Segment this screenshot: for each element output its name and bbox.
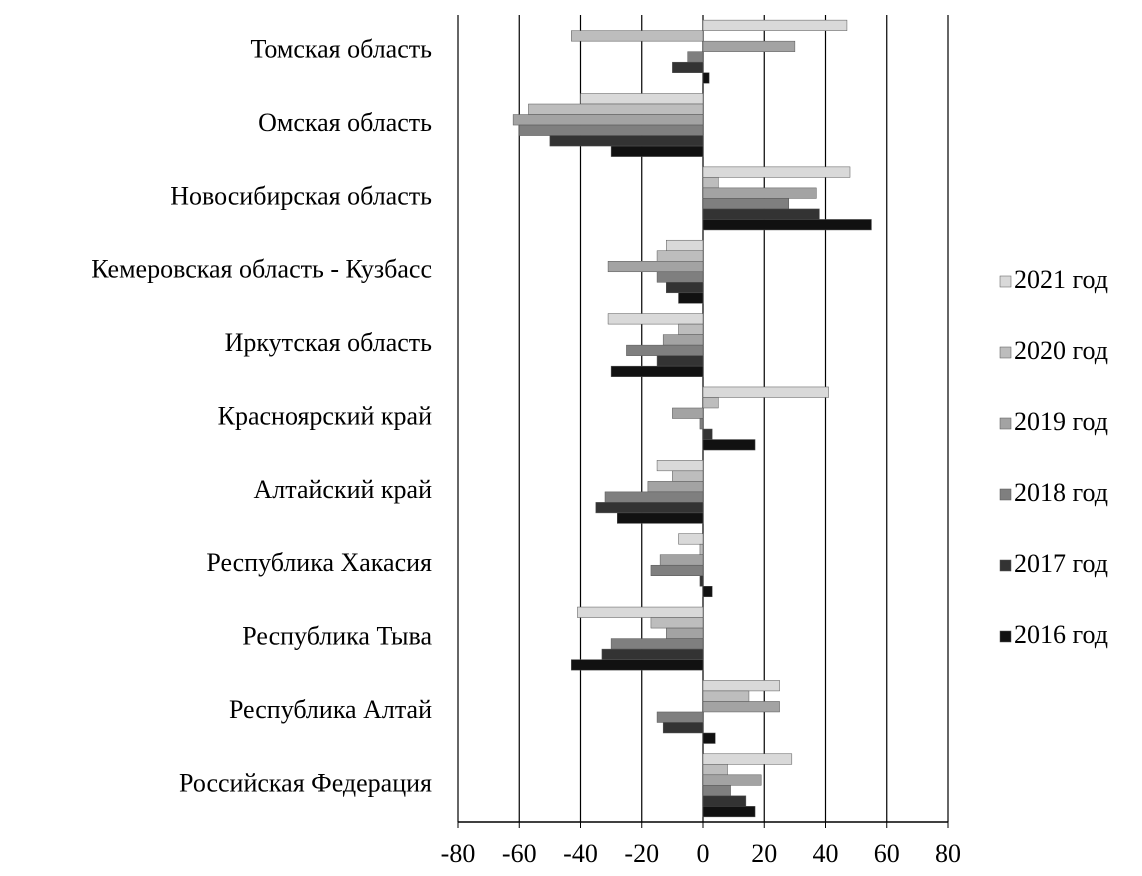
bar (604, 491, 704, 503)
bar (610, 365, 704, 377)
bar (702, 439, 756, 451)
x-tick-label: 80 (935, 839, 961, 868)
bar (528, 103, 704, 115)
legend-swatch (999, 559, 1012, 572)
bar (512, 114, 704, 126)
bar (577, 606, 704, 618)
legend-label: 2020 год (1014, 336, 1108, 365)
bar (672, 61, 704, 73)
bar (699, 543, 704, 555)
bar (678, 323, 704, 335)
x-tick-label: -80 (441, 839, 476, 868)
y-tick-label: Алтайский край (254, 475, 433, 504)
bar (662, 334, 704, 346)
bar (650, 617, 704, 629)
bar (702, 19, 848, 31)
legend-swatch (999, 346, 1012, 359)
x-tick-label: 0 (697, 839, 710, 868)
bar (678, 533, 704, 545)
bar (702, 208, 820, 220)
bar (656, 250, 704, 262)
bar (647, 481, 704, 493)
x-tick-label: -20 (624, 839, 659, 868)
bar (702, 806, 756, 818)
bar (702, 774, 762, 786)
y-tick-label: Иркутская область (225, 328, 432, 357)
bar (610, 145, 704, 157)
y-tick-label: Красноярский край (218, 401, 432, 430)
bar (702, 680, 780, 692)
bar (699, 418, 704, 430)
y-tick-label: Кемеровская область - Кузбасс (91, 255, 432, 284)
y-tick-label: Республика Хакасия (206, 548, 432, 577)
bar (702, 386, 829, 398)
bar (702, 72, 710, 84)
y-tick-label: Омская область (258, 108, 432, 137)
bar (702, 428, 713, 440)
bar (702, 177, 719, 189)
bar (702, 586, 713, 598)
bar (702, 187, 817, 199)
legend-swatch (999, 417, 1012, 430)
y-tick-label: Российская Федерация (179, 768, 432, 797)
legend-swatch (999, 488, 1012, 501)
y-tick-label: Республика Тыва (242, 622, 432, 651)
bar (702, 198, 789, 210)
bar (702, 166, 851, 178)
bar (610, 638, 704, 650)
bar (617, 512, 704, 524)
x-tick-label: 20 (751, 839, 777, 868)
bar (699, 575, 704, 587)
legend-label: 2018 год (1014, 478, 1108, 507)
bar (702, 219, 872, 231)
bar (662, 722, 704, 734)
y-tick-label: Республика Алтай (229, 695, 432, 724)
bar (607, 313, 704, 325)
bar (702, 753, 793, 765)
bar (656, 355, 704, 367)
x-tick-label: -40 (563, 839, 598, 868)
bar (666, 627, 704, 639)
bar (595, 502, 704, 514)
bar (702, 690, 750, 702)
y-tick-label: Томская область (250, 35, 432, 64)
bar (702, 40, 796, 52)
bar (571, 659, 704, 671)
legend-swatch (999, 630, 1012, 643)
bar (666, 239, 704, 251)
bar (678, 292, 704, 304)
x-tick-label: 60 (874, 839, 900, 868)
legend-label: 2017 год (1014, 549, 1108, 578)
bar (626, 344, 704, 356)
bar (519, 124, 704, 136)
bar (659, 554, 704, 566)
bar (580, 93, 704, 105)
bar (702, 785, 731, 797)
bar (571, 30, 704, 42)
legend-label: 2021 год (1014, 265, 1108, 294)
legend-swatch (999, 275, 1012, 288)
bar (650, 564, 704, 576)
bar (666, 282, 704, 294)
bar (601, 648, 704, 660)
legend-label: 2019 год (1014, 407, 1108, 436)
bar (656, 460, 704, 472)
y-tick-label: Новосибирская область (170, 181, 432, 210)
x-tick-label: 40 (813, 839, 839, 868)
bar (702, 732, 716, 744)
bar (702, 397, 719, 409)
bar (656, 711, 704, 723)
bar (672, 470, 704, 482)
bar (549, 135, 704, 147)
bar (702, 701, 780, 713)
bar (687, 51, 704, 63)
bar (656, 271, 704, 283)
bar (607, 261, 704, 273)
bar (702, 795, 747, 807)
bar (672, 407, 704, 419)
bar (702, 764, 728, 776)
x-tick-label: -60 (502, 839, 537, 868)
legend-label: 2016 год (1014, 620, 1108, 649)
